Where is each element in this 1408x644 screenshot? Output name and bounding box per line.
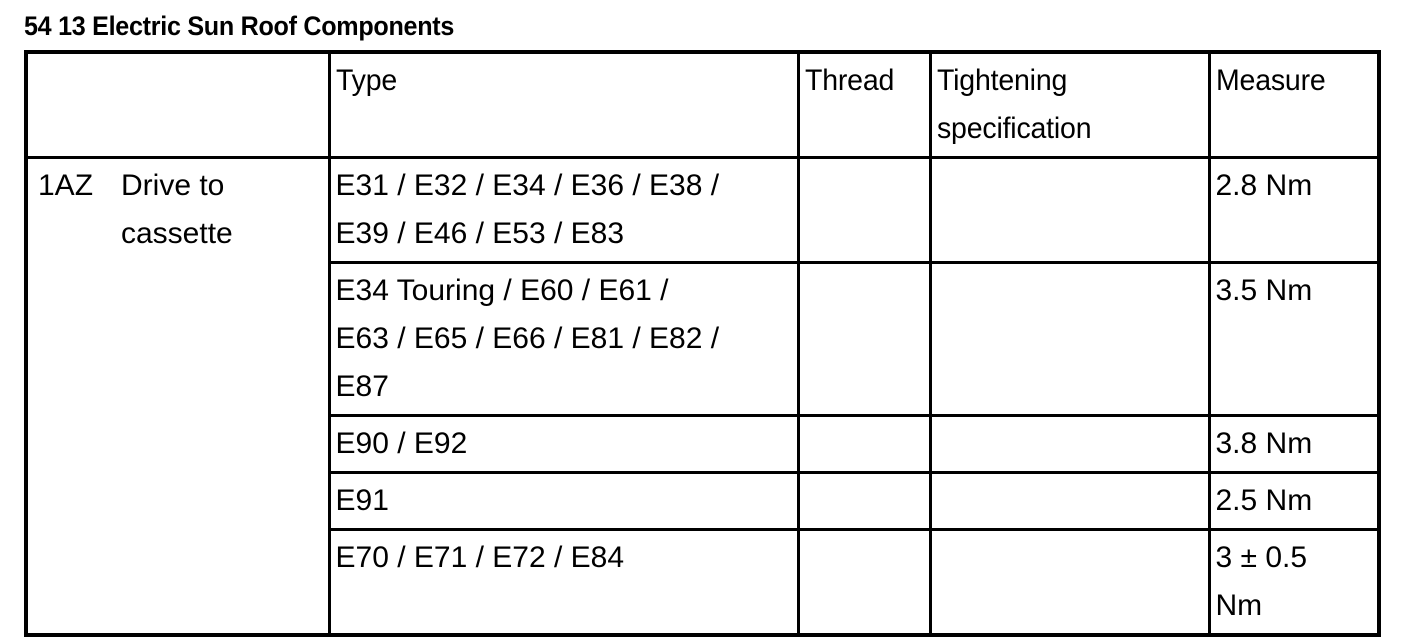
type-line: E70 / E71 / E72 / E84 [335,541,625,574]
measure-cell: 3.5 Nm [1207,261,1381,417]
column-header-tightening-line1: Tightening [936,64,1067,97]
type-line: E87 [335,370,389,403]
table-row: 1AZ Drive to cassette E31 / E32 / E34 / … [24,156,1381,637]
type-cell: E34 Touring / E60 / E61 / E63 / E65 / E6… [327,261,800,417]
column-header-blank [24,50,331,159]
table-row: E34 Touring / E60 / E61 / E63 / E65 / E6… [26,261,1381,417]
type-line: E34 Touring / E60 / E61 / [335,274,669,307]
measure-cell: 2.8 Nm [1207,156,1381,264]
measure-cell: 3 ± 0.5 Nm [1207,528,1381,637]
measure-cell: 3.8 Nm [1207,414,1381,474]
measure-line: Nm [1215,589,1263,622]
type-line: E90 / E92 [335,427,468,460]
measure-line: 3.8 Nm [1215,427,1313,460]
measure-line: 3.5 Nm [1215,274,1313,307]
table-header: Type Thread Tightening specification Mea… [24,50,1381,159]
thread-cell [796,261,932,417]
type-line: E63 / E65 / E66 / E81 / E82 / [335,322,720,355]
measure-line: 2.8 Nm [1215,169,1313,202]
type-line: E31 / E32 / E34 / E36 / E38 / [335,169,720,202]
component-group-cell: 1AZ Drive to cassette [24,156,331,637]
column-header-type: Type [327,50,800,159]
column-header-thread-label: Thread [804,64,894,97]
torque-specification-table: Type Thread Tightening specification Mea… [24,50,1381,637]
measure-line: 3 ± 0.5 [1215,541,1308,574]
column-header-thread: Thread [796,50,932,159]
measure-line: 2.5 Nm [1215,484,1313,517]
component-label-line1: Drive to [121,169,225,202]
thread-cell [796,156,932,264]
page-title: 54 13 Electric Sun Roof Components [24,11,455,41]
type-cell: E90 / E92 [327,414,800,474]
type-cell: E70 / E71 / E72 / E84 [327,528,800,637]
component-label-line2: cassette [121,217,233,250]
tightening-specification-cell [928,261,1211,417]
type-line: E39 / E46 / E53 / E83 [335,217,625,250]
tightening-specification-cell [928,156,1211,264]
column-header-type-label: Type [335,64,397,97]
type-cell: E31 / E32 / E34 / E36 / E38 / E39 / E46 … [327,156,800,264]
column-header-tightening-specification: Tightening specification [928,50,1211,159]
table-body: 1AZ Drive to cassette E31 / E32 / E34 / … [24,156,1381,637]
tightening-specification-cell [928,471,1211,531]
thread-cell [796,471,932,531]
table-row: E70 / E71 / E72 / E84 3 ± 0.5 Nm [26,528,1381,637]
component-code: 1AZ [38,169,94,202]
column-header-measure-label: Measure [1215,64,1326,97]
tightening-specification-cell [928,528,1211,637]
table-row: E91 2.5 Nm [26,471,1381,531]
tightening-specification-cell [928,414,1211,474]
column-header-measure: Measure [1207,50,1381,159]
table-row: E90 / E92 3.8 Nm [26,414,1381,474]
thread-cell [796,414,932,474]
measure-cell: 2.5 Nm [1207,471,1381,531]
type-line: E91 [335,484,389,517]
table-header-row: Type Thread Tightening specification Mea… [24,50,1381,159]
thread-cell [796,528,932,637]
column-header-tightening-line2: specification [936,112,1092,145]
type-cell: E91 [327,471,800,531]
